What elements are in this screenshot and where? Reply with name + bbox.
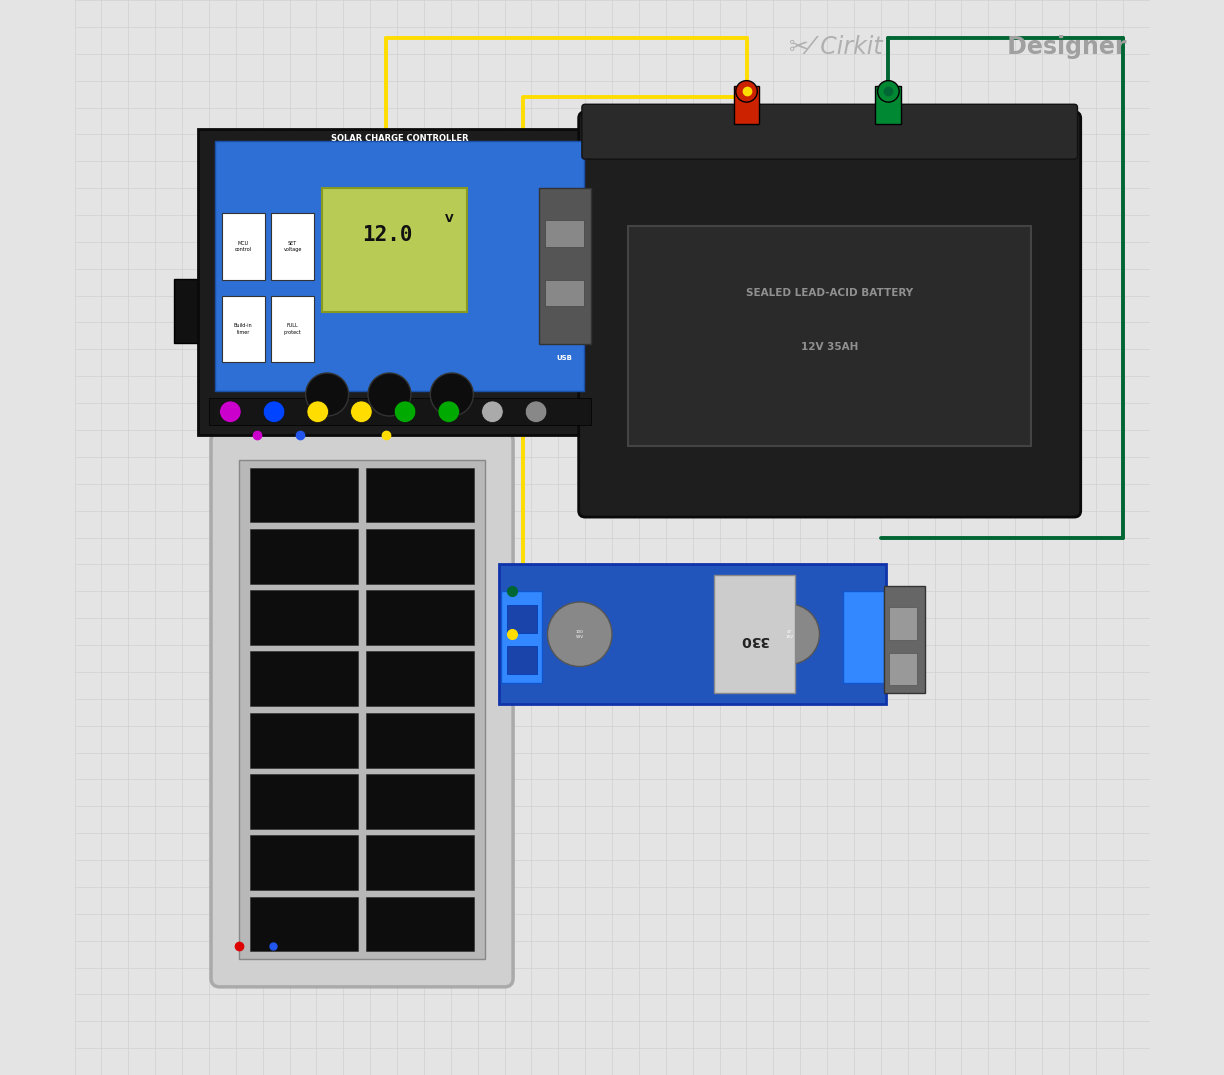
Bar (250, 897, 357, 951)
Bar (366, 529, 475, 584)
Circle shape (736, 81, 758, 102)
Bar (222, 296, 264, 362)
Bar (175, 280, 198, 343)
Circle shape (263, 401, 285, 422)
Bar (272, 213, 315, 280)
Bar (250, 774, 357, 829)
Bar (250, 468, 357, 522)
Circle shape (394, 401, 416, 422)
Bar (250, 590, 357, 645)
Bar (366, 897, 475, 951)
Bar (546, 220, 584, 247)
Text: Designer: Designer (999, 35, 1126, 59)
Bar (250, 529, 357, 584)
Text: FULL
protect: FULL protect (284, 324, 301, 334)
Circle shape (350, 401, 372, 422)
Circle shape (307, 401, 328, 422)
Bar (843, 591, 884, 683)
Circle shape (482, 401, 503, 422)
Circle shape (525, 401, 547, 422)
Bar (502, 591, 542, 683)
Circle shape (368, 373, 411, 416)
Text: 12.0: 12.0 (362, 225, 412, 245)
Bar (272, 296, 315, 362)
Text: Build-in
timer: Build-in timer (234, 324, 252, 334)
FancyBboxPatch shape (211, 432, 513, 987)
Circle shape (306, 373, 349, 416)
Text: 12V 35AH: 12V 35AH (800, 342, 858, 352)
Bar (499, 564, 886, 704)
Text: MCU
control: MCU control (235, 241, 252, 252)
Bar (322, 188, 466, 312)
Bar (366, 713, 475, 768)
Text: SEALED LEAD-ACID BATTERY: SEALED LEAD-ACID BATTERY (747, 288, 913, 298)
Bar (601, 280, 625, 343)
Bar (222, 213, 264, 280)
Text: USB: USB (557, 355, 573, 361)
Bar (714, 575, 794, 693)
Bar (209, 398, 590, 425)
Bar (366, 590, 475, 645)
Bar (507, 605, 537, 633)
FancyBboxPatch shape (581, 104, 1077, 159)
Circle shape (759, 604, 820, 664)
Bar (250, 835, 357, 890)
Bar (890, 607, 917, 640)
Text: 330: 330 (741, 632, 770, 647)
Bar (250, 651, 357, 706)
FancyBboxPatch shape (579, 112, 1081, 517)
Circle shape (547, 602, 612, 666)
Bar (366, 774, 475, 829)
Bar (628, 226, 1032, 446)
Bar (884, 586, 925, 693)
Bar (239, 460, 485, 959)
Bar (366, 468, 475, 522)
Text: 47
16V: 47 16V (786, 630, 793, 639)
Text: V: V (446, 214, 454, 224)
Bar (198, 129, 601, 435)
Circle shape (878, 81, 900, 102)
Bar (546, 280, 584, 306)
Bar (250, 713, 357, 768)
Bar (366, 835, 475, 890)
Bar (733, 86, 759, 124)
Text: SET
voltage: SET voltage (284, 241, 302, 252)
Text: 100
50V: 100 50V (575, 630, 584, 639)
Bar (875, 86, 901, 124)
Bar (366, 651, 475, 706)
Bar (215, 141, 584, 391)
Circle shape (219, 401, 241, 422)
Text: SOLAR CHARGE CONTROLLER: SOLAR CHARGE CONTROLLER (330, 134, 469, 143)
Text: ✂⁄ Cirkit: ✂⁄ Cirkit (789, 35, 883, 59)
Bar (507, 646, 537, 674)
Circle shape (431, 373, 474, 416)
Circle shape (438, 401, 459, 422)
Bar (539, 188, 590, 344)
Bar (890, 653, 917, 685)
